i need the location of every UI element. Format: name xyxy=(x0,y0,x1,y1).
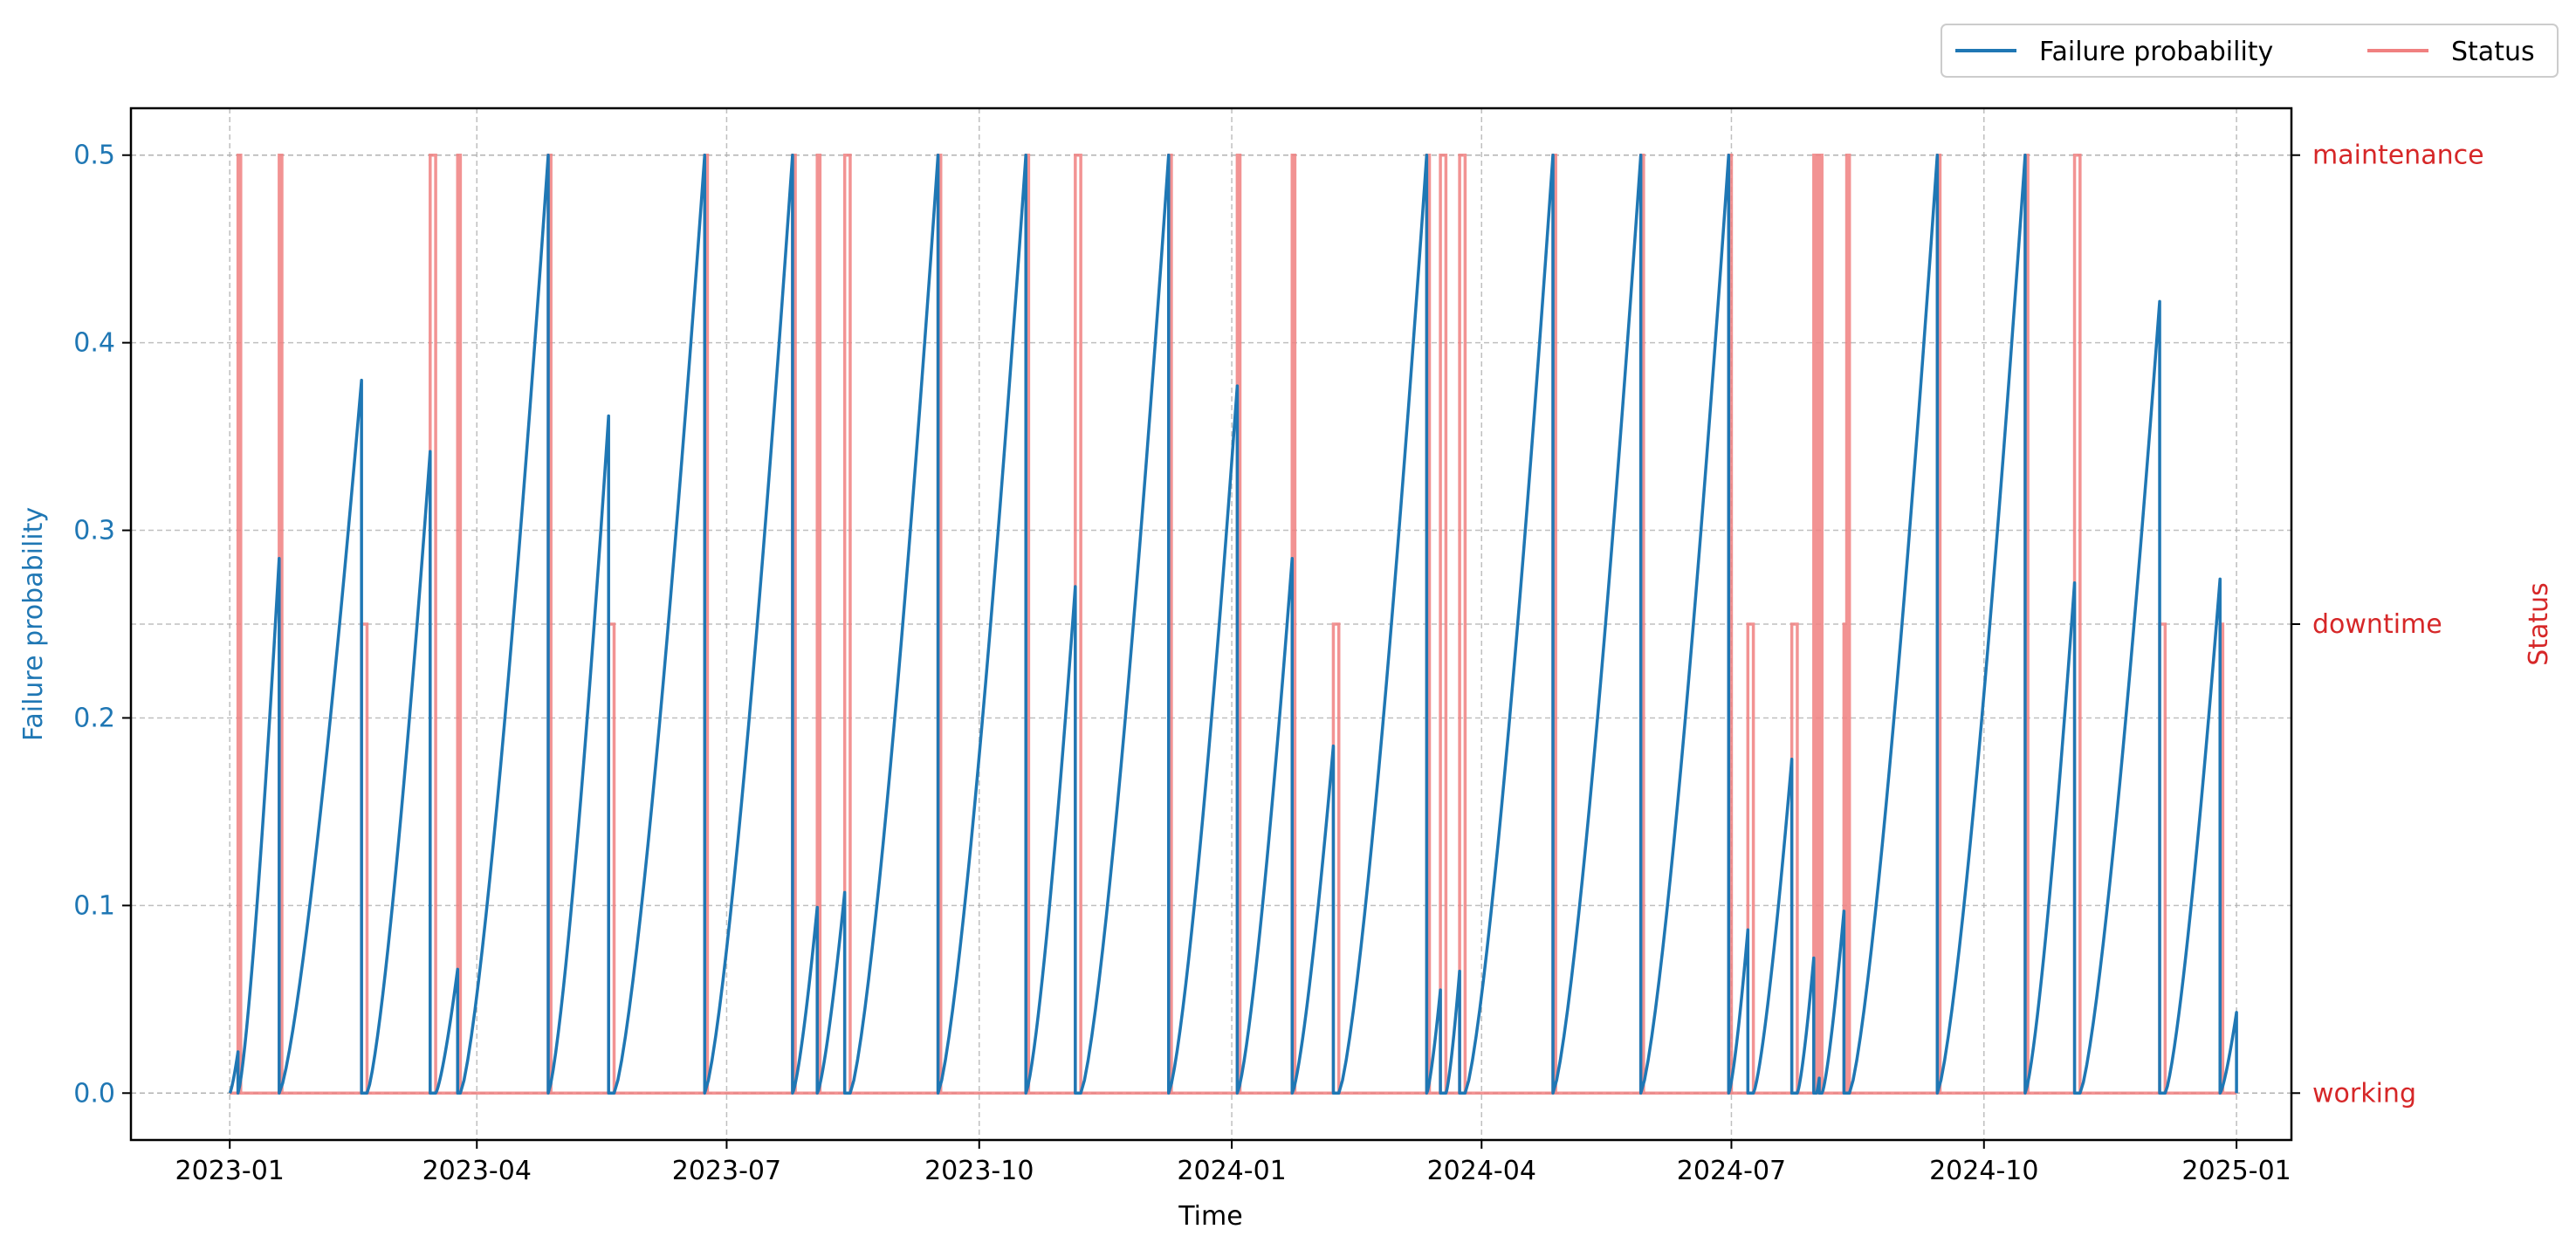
status-line xyxy=(230,153,2237,1095)
x-tick-label: 2024-01 xyxy=(1177,1156,1286,1186)
x-tick-label: 2023-04 xyxy=(422,1156,532,1186)
legend-failure-label: Failure probability xyxy=(2039,37,2273,67)
x-tick-label: 2023-01 xyxy=(175,1156,285,1186)
failure-probability-series xyxy=(228,153,2238,1095)
y-right-tick-label: downtime xyxy=(2312,609,2442,640)
y-left-tick-label: 0.4 xyxy=(73,328,115,359)
y-right-tick-label: maintenance xyxy=(2312,141,2484,171)
y-left-tick-label: 0.2 xyxy=(73,703,115,733)
x-tick-label: 2024-07 xyxy=(1677,1156,1786,1186)
legend-status-label: Status xyxy=(2451,37,2535,67)
y-left-tick-label: 0.5 xyxy=(73,141,115,171)
y-left-tick-label: 0.1 xyxy=(73,890,115,921)
axes: 2023-01 2023-04 2023-07 2023-10 2024-01 2024-… xyxy=(73,141,2483,1186)
y-left-tick-label: 0.0 xyxy=(73,1078,115,1109)
y-axis-left-label: Failure probability xyxy=(18,507,49,741)
x-tick-label: 2023-10 xyxy=(924,1156,1034,1186)
y-left-tick-label: 0.3 xyxy=(73,516,115,546)
x-axis-label: Time xyxy=(1178,1201,1242,1232)
legend-box xyxy=(1941,24,2559,78)
x-tick-label: 2025-01 xyxy=(2181,1156,2291,1186)
status-series xyxy=(230,153,2237,1095)
x-tick-label: 2024-04 xyxy=(1427,1156,1536,1186)
failure-probability-line xyxy=(228,153,2238,1095)
y-right-tick-label: working xyxy=(2312,1078,2416,1109)
x-tick-label: 2023-07 xyxy=(672,1156,781,1186)
x-tick-label: 2024-10 xyxy=(1929,1156,2038,1186)
legend: Failure probability Status xyxy=(1941,24,2559,78)
y-axis-right-label: Status xyxy=(2524,582,2554,666)
